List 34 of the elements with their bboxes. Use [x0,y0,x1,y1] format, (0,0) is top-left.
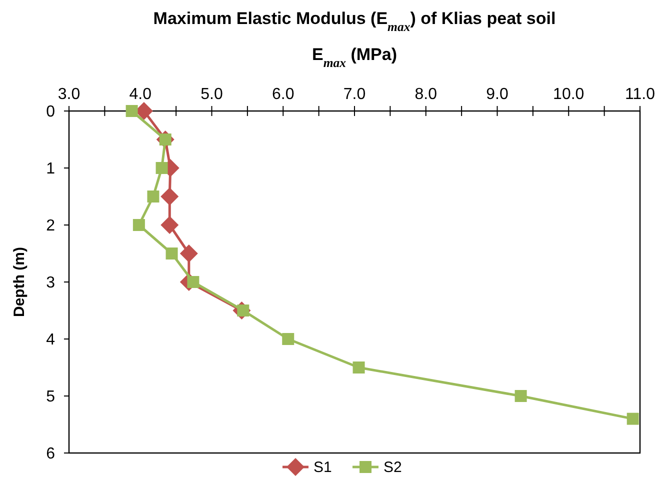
point [156,162,168,174]
point [352,362,365,374]
point [626,412,639,425]
chart-title: Maximum Elastic Modulus (E$_{max}$) of Klias peat soil [153,9,556,34]
x-tick-label: 4.0 [129,86,152,103]
point [187,276,200,288]
point [282,333,294,345]
x-tick-label: 8.0 [414,86,438,103]
x-tick-label: 3.0 [58,86,80,103]
y-tick-label: 3 [46,274,56,292]
x-tick-label: 11.0 [625,86,656,103]
point [180,244,198,262]
y-axis-title: Depth (m) [11,247,28,317]
point [132,219,145,231]
legend-label: S1 [314,459,332,476]
y-tick-label: 6 [46,446,56,463]
y-tick-label: 4 [46,332,56,349]
y-tick-label: 2 [46,218,56,235]
y-tick-label: 5 [46,388,56,406]
point [160,188,179,206]
x-tick-label: 5.0 [200,86,223,103]
legend-label: S2 [384,459,402,476]
point [514,390,527,402]
point [166,248,178,260]
y-tick-label: 1 [46,160,56,178]
x-tick-label: 10.0 [553,86,584,103]
point [147,190,160,202]
point [160,216,179,234]
x-tick-label: 7.0 [343,86,366,103]
y-tick-label: 0 [46,104,56,121]
x-axis-title: E$_{max}$ (MPa) [312,45,398,70]
point [126,105,138,117]
x-tick-label: 9.0 [486,86,508,103]
x-tick-label: 6.0 [272,86,294,103]
